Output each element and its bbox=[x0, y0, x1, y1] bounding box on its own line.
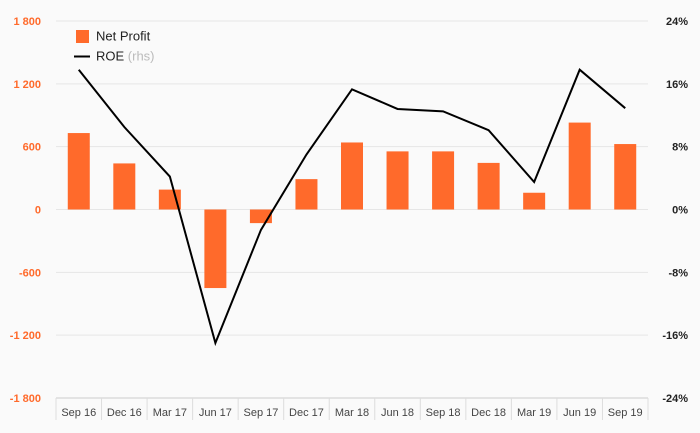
legend-label-suffix: (rhs) bbox=[124, 49, 154, 64]
bar-net-profit bbox=[341, 142, 363, 210]
x-tick-label: Dec 17 bbox=[289, 407, 324, 419]
x-tick-label: Jun 18 bbox=[381, 407, 414, 419]
x-tick-label: Jun 17 bbox=[199, 407, 232, 419]
y-left-tick-label: -1 800 bbox=[10, 393, 41, 405]
bar-net-profit bbox=[432, 151, 455, 210]
y-left-tick-label: -1 200 bbox=[10, 330, 41, 342]
x-tick-label: Jun 19 bbox=[563, 407, 596, 419]
legend: Net Profit ROE (rhs) bbox=[74, 29, 155, 64]
bar-net-profit bbox=[386, 151, 409, 210]
y-left-tick-label: 600 bbox=[23, 142, 41, 154]
right-y-axis: 24% 16% 8% 0% -8% -16% -24% bbox=[662, 16, 688, 405]
bar-net-profit bbox=[113, 163, 136, 210]
line-roe bbox=[77, 68, 626, 347]
y-right-tick-label: 8% bbox=[672, 142, 688, 154]
y-right-tick-label: -8% bbox=[668, 267, 688, 279]
bar-net-profit bbox=[67, 133, 90, 210]
bar-net-profit bbox=[568, 122, 591, 210]
y-right-tick-label: 16% bbox=[666, 79, 688, 91]
bars-net-profit bbox=[67, 122, 637, 289]
x-tick-label: Sep 17 bbox=[243, 407, 278, 419]
x-axis: Sep 16 Dec 16 Mar 17 Jun 17 Sep 17 Dec 17 Mar … bbox=[55, 397, 649, 420]
legend-swatch-net-profit bbox=[76, 30, 89, 43]
y-right-tick-label: -24% bbox=[662, 393, 688, 405]
bar-net-profit bbox=[204, 209, 227, 289]
y-right-tick-label: 0% bbox=[672, 205, 688, 217]
x-tick-label: Dec 18 bbox=[471, 407, 506, 419]
bar-net-profit bbox=[295, 179, 318, 210]
y-left-tick-label: 1 200 bbox=[13, 79, 41, 91]
x-tick-label: Sep 18 bbox=[426, 407, 461, 419]
legend-label: ROE (rhs) bbox=[96, 49, 155, 64]
left-y-axis: 1 800 1 200 600 0 -600 -1 200 -1 800 bbox=[10, 16, 41, 405]
y-left-tick-label: 0 bbox=[35, 205, 41, 217]
x-tick-label: Mar 18 bbox=[335, 407, 369, 419]
bar-net-profit bbox=[523, 192, 546, 210]
bar-net-profit bbox=[477, 162, 500, 210]
y-left-tick-label: 1 800 bbox=[13, 16, 41, 28]
x-tick-label: Mar 17 bbox=[153, 407, 187, 419]
legend-label: Net Profit bbox=[96, 29, 151, 44]
y-right-tick-label: 24% bbox=[666, 16, 688, 28]
bar-net-profit bbox=[614, 144, 637, 210]
x-tick-label: Dec 16 bbox=[107, 407, 142, 419]
x-tick-label: Mar 19 bbox=[517, 407, 551, 419]
x-tick-label: Sep 16 bbox=[61, 407, 96, 419]
x-tick-label: Sep 19 bbox=[608, 407, 643, 419]
y-left-tick-label: -600 bbox=[19, 267, 41, 279]
y-right-tick-label: -16% bbox=[662, 330, 688, 342]
